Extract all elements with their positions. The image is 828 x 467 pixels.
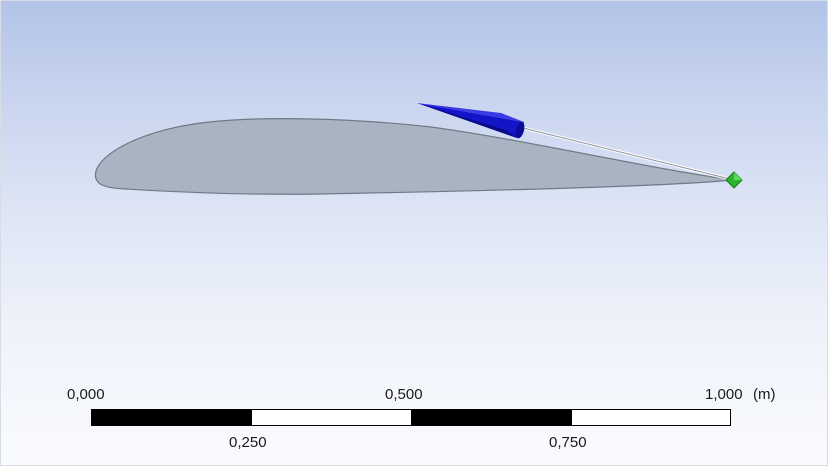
direction-arrow-icon (417, 103, 525, 139)
airfoil-body[interactable] (94, 118, 735, 195)
vertex-marker-icon[interactable] (725, 171, 743, 189)
direction-arrow-shaft-outline (518, 126, 735, 181)
